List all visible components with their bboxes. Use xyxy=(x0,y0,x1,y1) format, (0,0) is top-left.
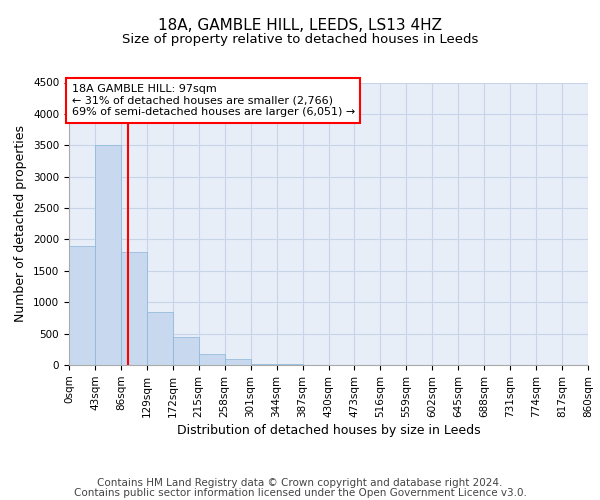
Bar xyxy=(147,312,173,365)
Bar xyxy=(69,246,95,365)
Text: 18A GAMBLE HILL: 97sqm
← 31% of detached houses are smaller (2,766)
69% of semi-: 18A GAMBLE HILL: 97sqm ← 31% of detached… xyxy=(71,84,355,117)
Bar xyxy=(121,252,147,365)
Text: Contains HM Land Registry data © Crown copyright and database right 2024.: Contains HM Land Registry data © Crown c… xyxy=(97,478,503,488)
Bar xyxy=(173,337,199,365)
Bar xyxy=(224,358,251,365)
Text: 18A, GAMBLE HILL, LEEDS, LS13 4HZ: 18A, GAMBLE HILL, LEEDS, LS13 4HZ xyxy=(158,18,442,32)
Bar xyxy=(251,364,277,365)
X-axis label: Distribution of detached houses by size in Leeds: Distribution of detached houses by size … xyxy=(176,424,481,437)
Text: Size of property relative to detached houses in Leeds: Size of property relative to detached ho… xyxy=(122,32,478,46)
Bar xyxy=(95,146,121,365)
Bar xyxy=(199,354,224,365)
Text: Contains public sector information licensed under the Open Government Licence v3: Contains public sector information licen… xyxy=(74,488,526,498)
Bar xyxy=(277,364,302,365)
Y-axis label: Number of detached properties: Number of detached properties xyxy=(14,125,28,322)
